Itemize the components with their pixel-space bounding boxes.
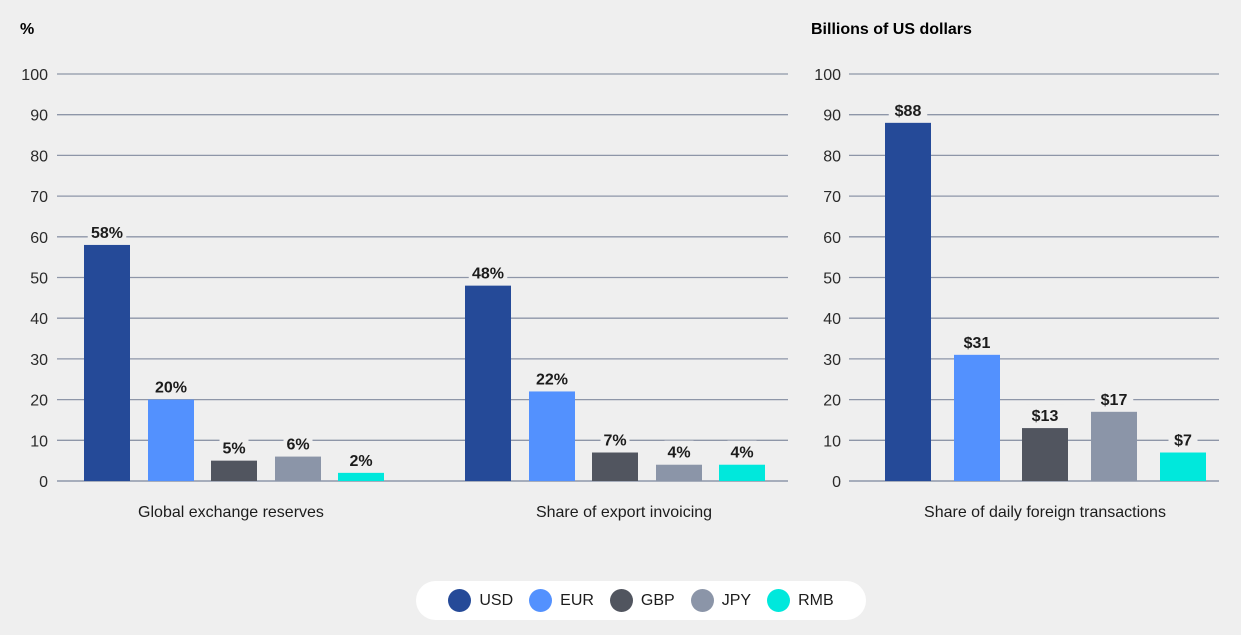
legend-label-eur: EUR — [560, 591, 594, 609]
data-label-bg — [87, 220, 127, 241]
right-y-tick-label: 40 — [823, 311, 841, 328]
bar-share-of-export-invoicing-jpy — [656, 464, 702, 481]
legend-swatch-usd — [448, 589, 472, 612]
data-label-global-exchange-reserves-eur: 20% — [155, 380, 187, 397]
legend-label-jpy: JPY — [721, 591, 752, 609]
left-y-tick-label: 20 — [30, 393, 48, 410]
bar-share-of-daily-foreign-transactions-eur — [954, 354, 1000, 481]
data-label-bg — [1025, 404, 1065, 425]
right-y-tick-label: 60 — [823, 230, 841, 247]
left-y-tick-label: 60 — [30, 230, 48, 247]
legend-swatch-eur — [529, 589, 553, 612]
data-label-share-of-export-invoicing-usd: 48% — [472, 266, 504, 283]
bar-share-of-export-invoicing-rmb — [719, 464, 765, 481]
data-label-share-of-export-invoicing-jpy: 4% — [667, 445, 690, 462]
left-y-tick-label: 70 — [30, 189, 48, 206]
data-label-bg — [888, 98, 928, 119]
data-label-bg — [283, 432, 313, 453]
bar-global-exchange-reserves-jpy — [275, 456, 321, 481]
left-y-tick-label: 0 — [39, 474, 48, 491]
right-y-tick-label: 80 — [823, 148, 841, 165]
data-label-bg — [664, 440, 694, 461]
data-labels: 58% 20% 5% 6% 2% 48% 22% 7% 4% 4% $88 $31 $13 $17 $7 — [91, 103, 1192, 470]
legend: USD EUR GBP JPY RMB — [416, 581, 866, 620]
legend-swatch-rmb — [767, 589, 791, 612]
legend-label-rmb: RMB — [798, 591, 834, 609]
data-label-global-exchange-reserves-jpy: 6% — [286, 437, 309, 454]
right-y-tick-label: 30 — [823, 352, 841, 369]
bar-share-of-daily-foreign-transactions-rmb — [1160, 452, 1206, 481]
legend-item-rmb: RMB — [767, 589, 834, 612]
bar-share-of-export-invoicing-eur — [529, 391, 575, 481]
left-chart-gridlines: 0 10 20 30 40 50 60 70 80 90 100 — [21, 67, 788, 491]
data-label-share-of-daily-foreign-transactions-rmb: $7 — [1174, 433, 1192, 450]
left-y-tick-label: 90 — [30, 108, 48, 125]
data-label-bg — [600, 428, 630, 449]
left-y-tick-label: 100 — [21, 67, 48, 84]
legend-swatch-gbp — [609, 589, 633, 612]
data-label-share-of-daily-foreign-transactions-gbp: $13 — [1032, 408, 1059, 425]
data-label-global-exchange-reserves-usd: 58% — [91, 225, 123, 242]
data-label-share-of-export-invoicing-rmb: 4% — [730, 445, 753, 462]
left-y-tick-label: 10 — [30, 433, 48, 450]
data-label-share-of-export-invoicing-gbp: 7% — [603, 433, 626, 450]
bars — [84, 98, 1206, 481]
legend-label-gbp: GBP — [640, 591, 675, 609]
data-label-bg — [1094, 387, 1134, 408]
legend-item-eur: EUR — [529, 589, 594, 612]
data-label-bg — [151, 375, 191, 396]
bar-global-exchange-reserves-gbp — [211, 460, 257, 481]
left-y-unit-label: % — [20, 21, 34, 38]
bar-share-of-daily-foreign-transactions-usd — [885, 122, 931, 481]
right-y-tick-label: 50 — [823, 271, 841, 288]
group-label-share-of-daily-foreign-transactions: Share of daily foreign transactions — [924, 504, 1166, 521]
data-label-share-of-daily-foreign-transactions-eur: $31 — [964, 335, 991, 352]
data-label-bg — [1168, 428, 1198, 449]
data-label-share-of-daily-foreign-transactions-usd: $88 — [895, 103, 922, 120]
legend-label-usd: USD — [479, 591, 514, 609]
bar-share-of-daily-foreign-transactions-jpy — [1091, 411, 1137, 481]
bar-global-exchange-reserves-usd — [84, 244, 130, 481]
left-y-tick-label: 50 — [30, 271, 48, 288]
data-label-bg — [957, 330, 997, 351]
legend-item-usd: USD — [448, 589, 513, 612]
group-label-global-exchange-reserves: Global exchange reserves — [138, 504, 324, 521]
data-label-bg — [346, 448, 376, 469]
bar-share-of-export-invoicing-usd — [465, 285, 511, 481]
bar-share-of-export-invoicing-gbp — [592, 452, 638, 481]
right-chart-gridlines: 0 10 20 30 40 50 60 70 80 90 100 — [814, 67, 1219, 491]
bar-global-exchange-reserves-rmb — [338, 472, 384, 481]
left-y-tick-label: 30 — [30, 352, 48, 369]
right-y-tick-label: 100 — [814, 67, 841, 84]
data-label-global-exchange-reserves-rmb: 2% — [349, 453, 372, 470]
data-label-bg — [532, 367, 572, 388]
legend-item-jpy: JPY — [690, 589, 752, 612]
right-y-tick-label: 70 — [823, 189, 841, 206]
right-y-unit-label: Billions of US dollars — [811, 21, 972, 38]
group-label-share-of-export-invoicing: Share of export invoicing — [536, 504, 712, 521]
left-y-tick-label: 80 — [30, 148, 48, 165]
data-label-bg — [727, 440, 757, 461]
right-y-tick-label: 0 — [832, 474, 841, 491]
bar-share-of-daily-foreign-transactions-gbp — [1022, 428, 1068, 481]
legend-item-gbp: GBP — [609, 589, 675, 612]
legend-swatch-jpy — [690, 589, 714, 612]
data-label-global-exchange-reserves-gbp: 5% — [222, 441, 245, 458]
left-y-tick-label: 40 — [30, 311, 48, 328]
right-y-tick-label: 10 — [823, 433, 841, 450]
data-label-share-of-export-invoicing-eur: 22% — [536, 371, 568, 388]
right-y-tick-label: 20 — [823, 393, 841, 410]
bar-global-exchange-reserves-eur — [148, 399, 194, 481]
data-label-share-of-daily-foreign-transactions-jpy: $17 — [1101, 392, 1128, 409]
data-label-bg — [219, 436, 249, 457]
right-y-tick-label: 90 — [823, 108, 841, 125]
data-label-bg — [468, 261, 508, 282]
